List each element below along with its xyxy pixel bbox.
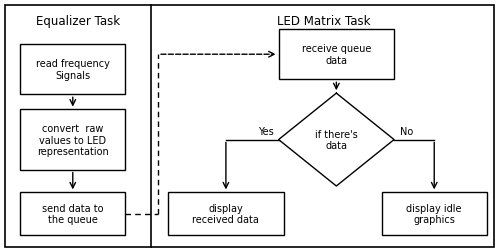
FancyBboxPatch shape xyxy=(5,6,493,248)
Text: read frequency
Signals: read frequency Signals xyxy=(36,59,110,81)
Text: convert  raw
values to LED
representation: convert raw values to LED representation xyxy=(37,124,108,156)
FancyBboxPatch shape xyxy=(278,30,393,80)
Text: LED Matrix Task: LED Matrix Task xyxy=(277,15,370,28)
Text: if there's
data: if there's data xyxy=(314,129,357,151)
Text: Equalizer Task: Equalizer Task xyxy=(36,15,120,28)
FancyBboxPatch shape xyxy=(168,192,283,235)
FancyBboxPatch shape xyxy=(20,110,125,170)
Text: send data to
the queue: send data to the queue xyxy=(42,203,103,224)
FancyBboxPatch shape xyxy=(20,192,125,235)
Text: Yes: Yes xyxy=(258,126,274,136)
Text: display
received data: display received data xyxy=(192,203,259,224)
Text: display idle
graphics: display idle graphics xyxy=(406,203,461,224)
FancyBboxPatch shape xyxy=(381,192,486,235)
Text: No: No xyxy=(399,126,412,136)
FancyBboxPatch shape xyxy=(20,45,125,95)
Text: receive queue
data: receive queue data xyxy=(301,44,370,66)
